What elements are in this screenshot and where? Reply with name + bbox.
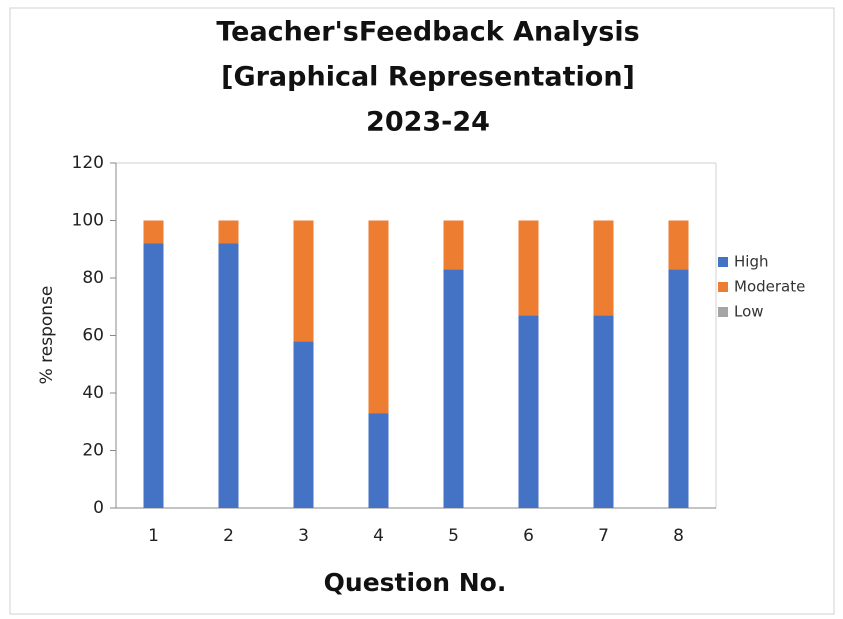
y-tick-label: 20 <box>82 441 104 461</box>
legend-label: Low <box>734 303 764 321</box>
legend-swatch <box>718 282 728 292</box>
chart-title: Teacher'sFeedback Analysis <box>216 17 639 48</box>
y-tick-label: 80 <box>82 268 104 288</box>
bar-segment <box>668 269 689 508</box>
x-tick-label: 5 <box>448 526 459 546</box>
bar-segment <box>368 413 389 508</box>
y-tick-label: 60 <box>82 326 104 346</box>
y-tick-label: 0 <box>93 498 104 518</box>
legend-swatch <box>718 257 728 267</box>
x-tick-label: 4 <box>373 526 384 546</box>
chart-frame <box>9 7 835 615</box>
bar-segment <box>443 269 464 508</box>
y-tick-label: 40 <box>82 383 104 403</box>
legend-label: Moderate <box>734 278 805 296</box>
bar-segment <box>518 220 539 316</box>
bar-segment <box>218 220 239 244</box>
chart-title: [Graphical Representation] <box>221 62 635 93</box>
legend-label: High <box>734 253 768 271</box>
x-tick-label: 8 <box>673 526 684 546</box>
bar-segment <box>518 315 539 508</box>
bar-segment <box>218 243 239 508</box>
x-tick-label: 2 <box>223 526 234 546</box>
chart-title: 2023-24 <box>366 107 490 138</box>
bar-segment <box>443 220 464 270</box>
x-tick-label: 7 <box>598 526 609 546</box>
bar-segment <box>593 315 614 508</box>
y-tick-label: 120 <box>72 153 104 173</box>
y-tick-label: 100 <box>72 211 104 231</box>
x-tick-label: 1 <box>148 526 159 546</box>
x-axis-label: Question No. <box>324 568 507 597</box>
bar-segment <box>293 220 314 342</box>
x-tick-label: 3 <box>298 526 309 546</box>
bar-segment <box>368 220 389 414</box>
bar-segment <box>143 243 164 508</box>
x-tick-label: 6 <box>523 526 534 546</box>
legend-swatch <box>718 307 728 317</box>
bar-segment <box>143 220 164 244</box>
bar-segment <box>293 341 314 508</box>
bar-segment <box>668 220 689 270</box>
y-axis-label: % response <box>37 286 57 385</box>
bar-segment <box>593 220 614 316</box>
